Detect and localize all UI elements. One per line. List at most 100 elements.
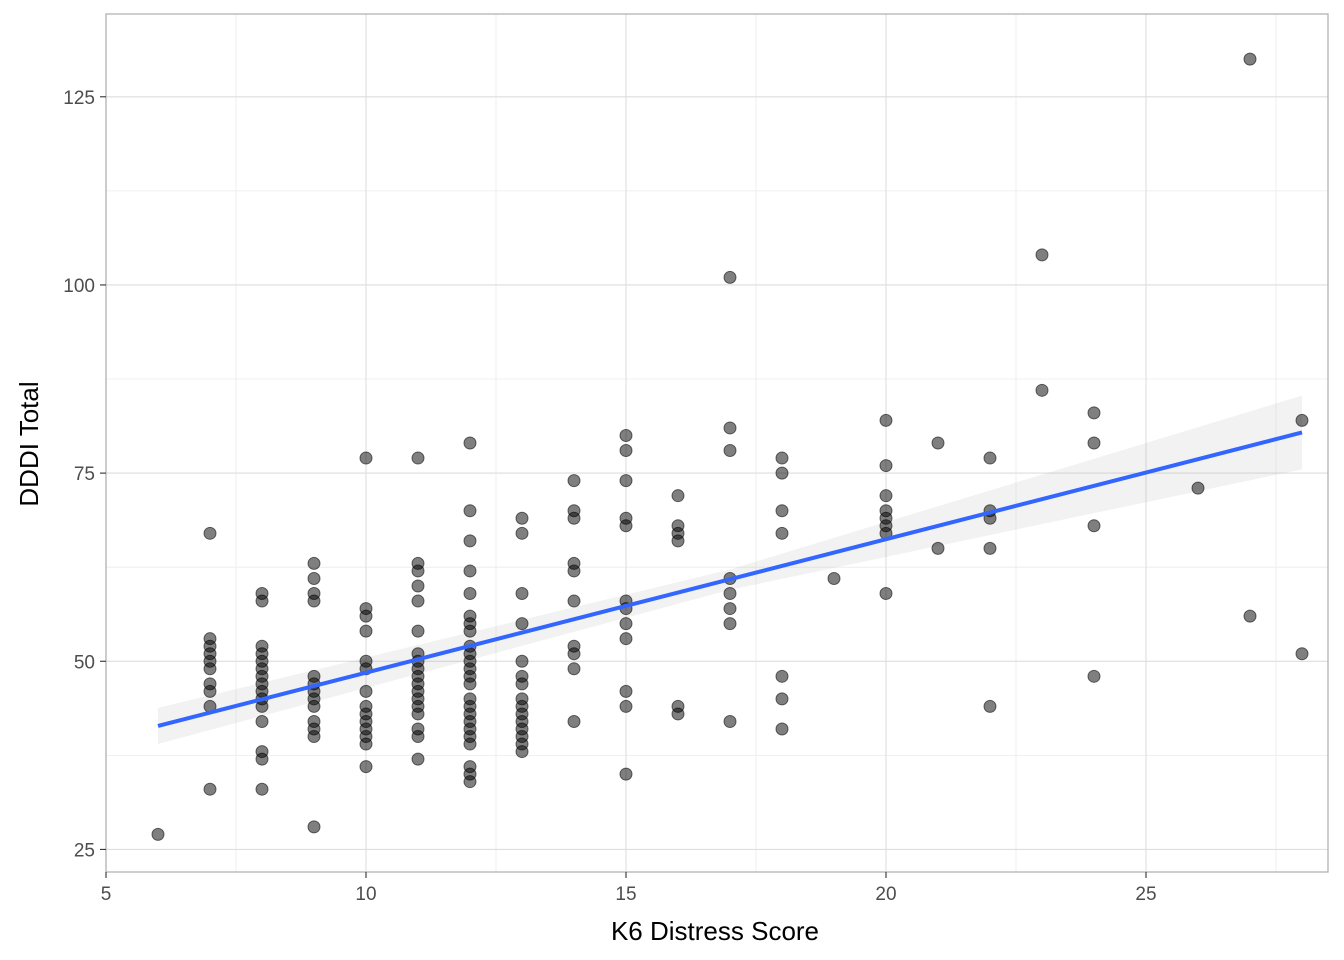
- data-point: [307, 699, 321, 713]
- minor-grid: [106, 14, 1328, 872]
- data-point: [255, 752, 269, 766]
- data-point: [411, 752, 425, 766]
- data-point: [983, 699, 997, 713]
- data-point: [463, 504, 477, 518]
- data-point: [775, 722, 789, 736]
- panel-border: [105, 13, 1329, 873]
- data-point: [359, 737, 373, 751]
- data-point: [723, 421, 737, 435]
- data-point: [619, 767, 633, 781]
- data-point: [619, 684, 633, 698]
- data-point: [515, 654, 529, 668]
- data-point: [1295, 647, 1309, 661]
- data-point: [463, 737, 477, 751]
- data-point: [723, 270, 737, 284]
- data-point: [515, 745, 529, 759]
- data-point: [255, 782, 269, 796]
- data-point: [411, 707, 425, 721]
- data-point: [307, 571, 321, 585]
- data-point: [515, 511, 529, 525]
- data-point: [619, 617, 633, 631]
- data-point: [775, 526, 789, 540]
- confidence-band-layer: [158, 395, 1302, 745]
- data-point: [411, 579, 425, 593]
- data-point: [723, 602, 737, 616]
- data-point: [619, 474, 633, 488]
- data-point: [723, 444, 737, 458]
- data-point: [1243, 609, 1257, 623]
- data-point: [671, 707, 685, 721]
- data-point: [1087, 669, 1101, 683]
- data-point: [411, 564, 425, 578]
- data-point: [567, 647, 581, 661]
- data-point: [515, 617, 529, 631]
- data-point: [307, 594, 321, 608]
- regression-line: [157, 430, 1303, 728]
- regression-line-layer: [157, 430, 1303, 728]
- data-point: [515, 677, 529, 691]
- data-point: [411, 451, 425, 465]
- data-point: [931, 436, 945, 450]
- data-point: [203, 526, 217, 540]
- data-point: [619, 632, 633, 646]
- data-point: [307, 820, 321, 834]
- data-point: [203, 782, 217, 796]
- data-point: [359, 624, 373, 638]
- data-point: [515, 526, 529, 540]
- data-point: [1087, 519, 1101, 533]
- y-tick-label: 25: [74, 840, 95, 861]
- data-point: [1243, 52, 1257, 66]
- data-point: [827, 571, 841, 585]
- data-point: [983, 451, 997, 465]
- data-point: [879, 459, 893, 473]
- data-point: [619, 699, 633, 713]
- confidence-band: [158, 395, 1302, 745]
- data-point: [723, 714, 737, 728]
- data-point: [307, 556, 321, 570]
- x-tick-label: 15: [615, 884, 636, 905]
- data-point: [1191, 481, 1205, 495]
- data-point: [1295, 413, 1309, 427]
- data-point: [411, 730, 425, 744]
- data-point: [463, 564, 477, 578]
- x-tick-label: 10: [355, 884, 376, 905]
- data-point: [359, 609, 373, 623]
- x-tick-label: 25: [1135, 884, 1156, 905]
- data-point: [307, 730, 321, 744]
- data-point: [567, 662, 581, 676]
- data-point: [931, 541, 945, 555]
- data-points: [151, 52, 1309, 841]
- data-point: [463, 436, 477, 450]
- data-point: [203, 684, 217, 698]
- data-point: [567, 714, 581, 728]
- data-point: [463, 534, 477, 548]
- data-point: [463, 624, 477, 638]
- data-point: [671, 534, 685, 548]
- data-point: [515, 587, 529, 601]
- data-point: [775, 504, 789, 518]
- data-point: [1087, 436, 1101, 450]
- y-tick-label: 50: [74, 652, 95, 673]
- x-tick-label: 20: [875, 884, 896, 905]
- data-point: [1035, 383, 1049, 397]
- data-point: [775, 466, 789, 480]
- y-axis-title: DDDI Total: [14, 381, 44, 506]
- data-point: [879, 587, 893, 601]
- data-point: [879, 489, 893, 503]
- data-point: [151, 827, 165, 841]
- x-axis-title: K6 Distress Score: [611, 916, 819, 946]
- x-tick-label: 5: [101, 884, 112, 905]
- data-point: [359, 451, 373, 465]
- data-point: [879, 413, 893, 427]
- data-point: [983, 541, 997, 555]
- data-point: [619, 519, 633, 533]
- data-point: [567, 594, 581, 608]
- data-point: [567, 564, 581, 578]
- data-point: [723, 617, 737, 631]
- data-point: [411, 594, 425, 608]
- data-point: [671, 489, 685, 503]
- data-point: [359, 684, 373, 698]
- data-point: [619, 428, 633, 442]
- data-point: [255, 714, 269, 728]
